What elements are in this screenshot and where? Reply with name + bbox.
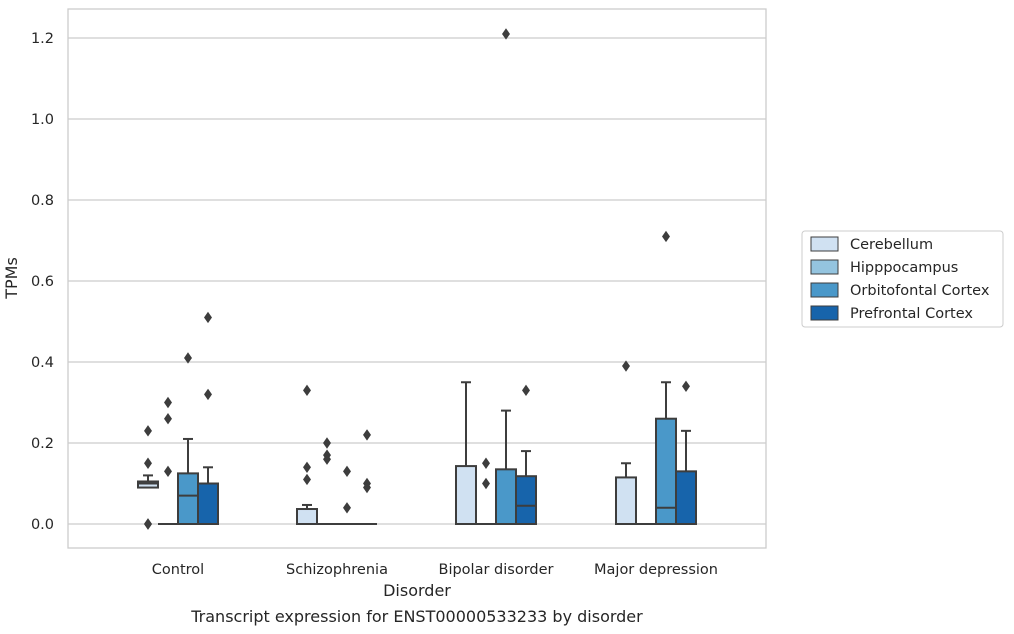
box-cerebellum xyxy=(137,425,159,530)
legend-label: Orbitofontal Cortex xyxy=(850,283,990,299)
outlier-point xyxy=(502,28,510,40)
outlier-point xyxy=(482,477,490,490)
box-prefrontal-cortex xyxy=(675,380,697,526)
box-orbitofontal-cortex xyxy=(337,465,357,525)
y-tick-label: 0.8 xyxy=(31,193,54,209)
y-axis-tick-labels: 0.0 0.2 0.4 0.6 0.8 1.0 1.2 xyxy=(31,31,54,533)
y-tick-label: 0.4 xyxy=(31,355,54,371)
outlier-point xyxy=(622,360,630,372)
plot-area-frame xyxy=(67,8,767,549)
outlier-point xyxy=(343,465,351,478)
box-cerebellum xyxy=(296,384,318,526)
box-body xyxy=(197,482,219,525)
box-plot-series xyxy=(137,28,697,530)
x-axis-label: Disorder xyxy=(383,581,451,600)
box-body xyxy=(615,476,637,525)
legend-label: Cerebellum xyxy=(850,237,933,253)
y-axis-label: TPMs xyxy=(2,257,21,300)
y-tick-label: 0.2 xyxy=(31,436,54,452)
outlier-point xyxy=(363,481,371,494)
outlier-point xyxy=(303,461,311,473)
box-body xyxy=(177,472,199,525)
outlier-point xyxy=(323,437,331,449)
outlier-point xyxy=(184,352,192,364)
legend-swatch xyxy=(810,259,839,275)
box-prefrontal-cortex xyxy=(515,384,537,525)
outlier-point xyxy=(144,457,152,469)
box-cerebellum xyxy=(615,360,637,525)
box-body xyxy=(137,480,159,489)
box-body xyxy=(495,468,517,526)
y-tick-label: 1.2 xyxy=(31,31,54,47)
grid-lines xyxy=(68,37,766,525)
box-hipppocampus xyxy=(158,396,178,525)
box-body xyxy=(296,508,318,526)
outlier-point xyxy=(204,311,212,324)
box-orbitofontal-cortex xyxy=(495,28,517,526)
y-tick-label: 1.0 xyxy=(31,112,54,128)
box-hipppocampus xyxy=(317,437,337,525)
box-orbitofontal-cortex xyxy=(177,352,199,525)
box-prefrontal-cortex xyxy=(197,311,219,525)
outlier-point xyxy=(363,429,371,441)
outlier-point xyxy=(164,396,172,409)
box-orbitofontal-cortex xyxy=(655,230,677,526)
outlier-point xyxy=(522,384,530,397)
outlier-point xyxy=(144,425,152,437)
y-tick-label: 0.0 xyxy=(31,517,54,533)
outlier-point xyxy=(662,230,670,243)
outlier-point xyxy=(164,465,172,478)
outlier-point xyxy=(682,380,690,392)
box-cerebellum xyxy=(455,381,477,525)
outlier-point xyxy=(144,518,152,530)
chart-title: Transcript expression for ENST0000053323… xyxy=(190,607,643,626)
outlier-point xyxy=(323,453,331,465)
legend-label: Prefrontal Cortex xyxy=(850,306,973,322)
box-body xyxy=(675,470,697,526)
legend-swatch xyxy=(810,305,839,321)
outlier-point xyxy=(204,388,212,401)
legend-frame xyxy=(801,230,1004,328)
y-tick-label: 0.6 xyxy=(31,274,54,290)
box-body xyxy=(455,465,477,525)
legend: Cerebellum Hipppocampus Orbitofontal Corte… xyxy=(801,230,1004,328)
box-prefrontal-cortex xyxy=(357,429,377,525)
outlier-point xyxy=(482,457,490,469)
x-tick-label: Major depression xyxy=(594,562,718,578)
box-body xyxy=(515,475,537,525)
box-hipppocampus xyxy=(476,457,496,525)
outlier-point xyxy=(343,502,351,514)
legend-swatch xyxy=(810,236,839,252)
outlier-point xyxy=(303,473,311,486)
x-axis-tick-labels: Control Schizophrenia Bipolar disorder Majo… xyxy=(152,562,718,578)
x-tick-label: Control xyxy=(152,562,204,578)
outlier-point xyxy=(164,413,172,425)
x-tick-label: Bipolar disorder xyxy=(439,562,554,578)
legend-swatch xyxy=(810,282,839,298)
legend-label: Hipppocampus xyxy=(850,260,958,276)
outlier-point xyxy=(303,384,311,397)
x-tick-label: Schizophrenia xyxy=(286,562,388,578)
